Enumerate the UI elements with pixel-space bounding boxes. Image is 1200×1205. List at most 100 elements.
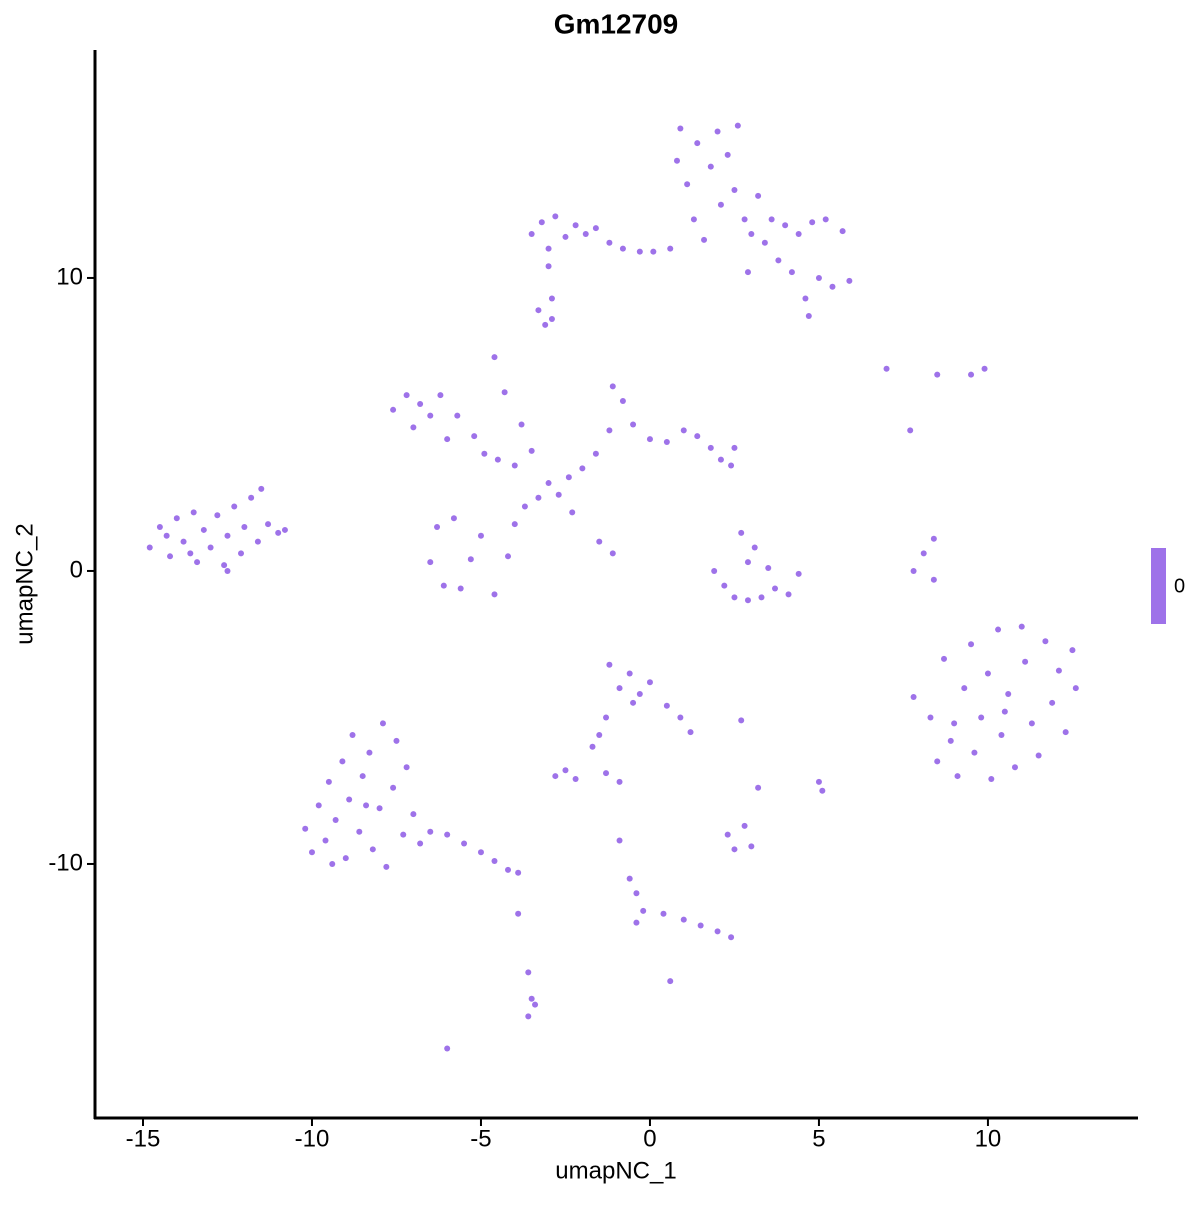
y-axis-title: umapNC_2 — [11, 523, 38, 644]
point — [569, 509, 576, 516]
x-tick-label: -15 — [126, 1125, 161, 1152]
point — [1035, 752, 1042, 759]
point — [609, 550, 616, 557]
point — [907, 427, 914, 434]
point — [978, 714, 985, 721]
point — [383, 863, 390, 870]
point — [214, 512, 221, 519]
point — [592, 450, 599, 457]
point — [592, 225, 599, 232]
point — [481, 450, 488, 457]
point — [768, 216, 775, 223]
point — [829, 283, 836, 290]
point — [751, 544, 758, 551]
point — [258, 485, 265, 492]
point — [444, 831, 451, 838]
colorbar — [1151, 548, 1166, 624]
point — [346, 796, 353, 803]
x-tick-label: -10 — [295, 1125, 330, 1152]
point — [379, 720, 386, 727]
point — [535, 494, 542, 501]
point — [461, 840, 468, 847]
chart-title: Gm12709 — [554, 8, 679, 39]
point — [846, 277, 853, 284]
point — [690, 216, 697, 223]
point — [501, 389, 508, 396]
point — [775, 257, 782, 264]
point — [609, 383, 616, 390]
point — [548, 295, 555, 302]
point — [714, 928, 721, 935]
point — [741, 822, 748, 829]
point — [231, 503, 238, 510]
point — [376, 805, 383, 812]
point — [545, 245, 552, 252]
point — [477, 532, 484, 539]
point — [1055, 667, 1062, 674]
point — [1069, 647, 1076, 654]
point — [815, 274, 822, 281]
point — [714, 128, 721, 135]
point — [457, 585, 464, 592]
point — [308, 849, 315, 856]
point — [738, 717, 745, 724]
point — [322, 837, 329, 844]
point — [707, 444, 714, 451]
point — [579, 465, 586, 472]
point — [626, 875, 633, 882]
point — [707, 163, 714, 170]
point — [988, 775, 995, 782]
point — [711, 567, 718, 574]
point — [417, 840, 424, 847]
point — [646, 436, 653, 443]
point — [515, 910, 522, 917]
point — [444, 1045, 451, 1052]
point — [673, 157, 680, 164]
point — [359, 773, 366, 780]
point — [221, 562, 228, 569]
point — [1001, 708, 1008, 715]
point — [697, 922, 704, 929]
point — [224, 532, 231, 539]
point — [528, 231, 535, 238]
point — [684, 181, 691, 188]
point — [410, 424, 417, 431]
point — [1049, 699, 1056, 706]
point — [572, 222, 579, 229]
point — [339, 758, 346, 765]
point — [755, 192, 762, 199]
point — [663, 439, 670, 446]
point — [582, 231, 589, 238]
point — [744, 269, 751, 276]
point — [596, 538, 603, 545]
point — [731, 594, 738, 601]
point — [930, 576, 937, 583]
point — [744, 559, 751, 566]
point — [403, 392, 410, 399]
point — [738, 529, 745, 536]
point — [606, 427, 613, 434]
x-tick-label: 0 — [643, 1125, 656, 1152]
point — [565, 474, 572, 481]
point — [325, 778, 332, 785]
point — [995, 626, 1002, 633]
point — [772, 585, 779, 592]
point — [934, 758, 941, 765]
point — [809, 219, 816, 226]
point — [721, 582, 728, 589]
point — [562, 233, 569, 240]
point — [1022, 658, 1029, 665]
point — [167, 553, 174, 560]
point — [934, 371, 941, 378]
point — [369, 846, 376, 853]
point — [1042, 638, 1049, 645]
point — [173, 515, 180, 522]
point — [548, 315, 555, 322]
point — [471, 433, 478, 440]
point — [731, 444, 738, 451]
colorbar-label: 0 — [1174, 575, 1185, 597]
point — [535, 307, 542, 314]
point — [694, 140, 701, 147]
point — [156, 524, 163, 531]
